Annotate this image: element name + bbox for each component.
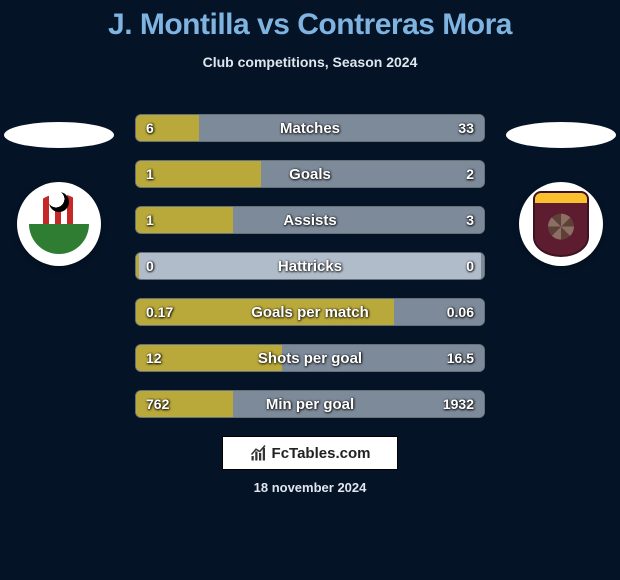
stat-label: Goals [136,161,484,187]
stat-row: Shots per goal12 16.5 [135,344,485,372]
source-logo-box: FcTables.com [222,436,398,470]
player1-club-crest [17,182,101,266]
stats-table: Matches633Goals12Assists13Hattricks00Goa… [135,114,485,418]
stat-label: Assists [136,207,484,233]
stat-label: Hattricks [136,253,484,279]
player2-club-crest [519,182,603,266]
title-vs: vs [249,8,297,41]
stat-label: Min per goal [136,391,484,417]
stat-value-player1: 0 [136,253,164,279]
stat-label: Matches [136,115,484,141]
source-logo-text: FcTables.com [272,445,371,462]
stat-value-player2: 33 [448,115,484,141]
stat-label: Shots per goal [136,345,484,371]
subtitle: Club competitions, Season 2024 [0,54,620,70]
stat-value-player1: 762 [136,391,179,417]
page-title: J. Montilla vs Contreras Mora [0,8,620,42]
stat-value-player2: 0.06 [437,299,484,325]
stat-value-player1: 1 [136,161,164,187]
stat-row: Matches6 33 [135,114,485,142]
fctables-icon [250,444,268,462]
stat-row: Hattricks0 0 [135,252,485,280]
stat-value-player2: 1932 [433,391,484,417]
stat-label: Goals per match [136,299,484,325]
crest-graphic-left [29,194,89,254]
player2-column [506,122,616,266]
stat-value-player2: 2 [456,161,484,187]
stat-row: Goals1 2 [135,160,485,188]
stat-value-player1: 12 [136,345,172,371]
player1-column [4,122,114,266]
crest-graphic-right [533,191,589,257]
stat-row: Goals per match0.17 0.06 [135,298,485,326]
stat-value-player1: 1 [136,207,164,233]
stat-value-player2: 0 [456,253,484,279]
stat-value-player2: 16.5 [437,345,484,371]
stat-value-player1: 6 [136,115,164,141]
generated-date: 18 november 2024 [0,480,620,495]
player1-silhouette [4,122,114,148]
player2-name: Contreras Mora [297,8,512,41]
stat-row: Assists1 3 [135,206,485,234]
player2-silhouette [506,122,616,148]
stat-value-player2: 3 [456,207,484,233]
comparison-card: J. Montilla vs Contreras Mora Club compe… [0,0,620,580]
stat-value-player1: 0.17 [136,299,183,325]
stat-row: Min per goal762 1932 [135,390,485,418]
player1-name: J. Montilla [108,8,249,41]
